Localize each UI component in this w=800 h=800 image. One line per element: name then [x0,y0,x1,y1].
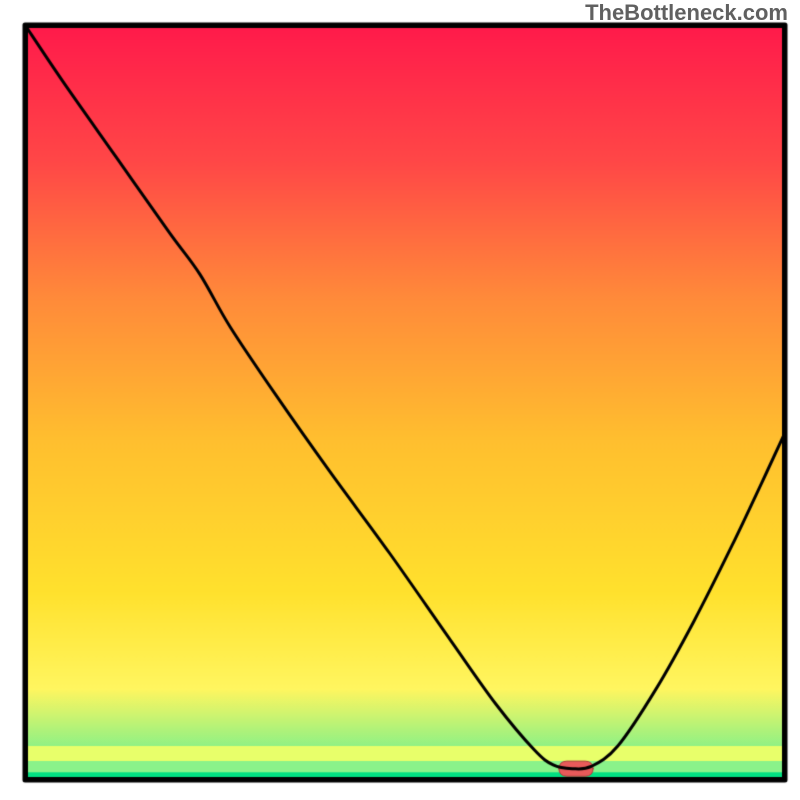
chart-stage: TheBottleneck.com [0,0,800,800]
gradient-curve-canvas [0,0,800,800]
